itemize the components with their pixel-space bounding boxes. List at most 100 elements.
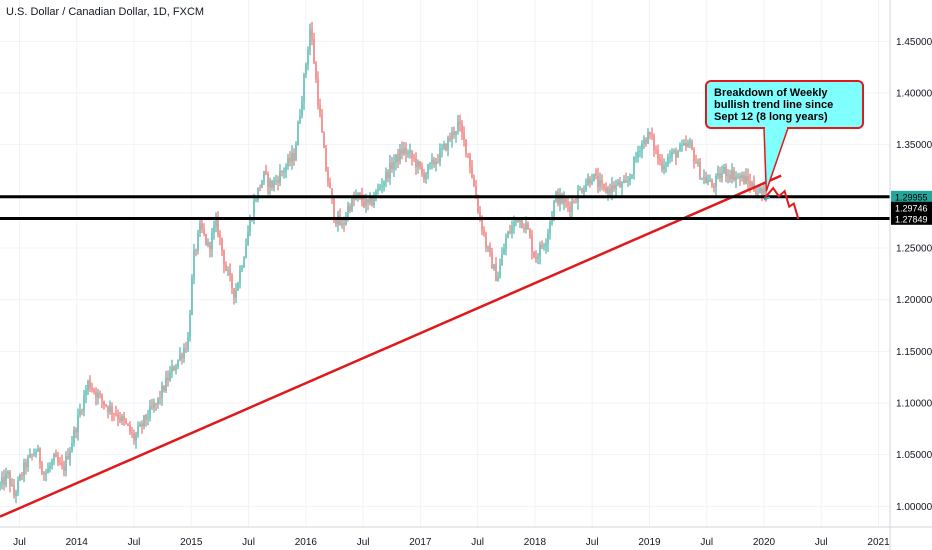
x-tick-label: Jul xyxy=(357,537,370,548)
candle-body xyxy=(733,170,735,181)
candle-body xyxy=(259,187,261,189)
y-tick-label: 1.15000 xyxy=(896,347,932,358)
candle-body xyxy=(83,395,85,411)
candle-body xyxy=(593,173,595,182)
candle-body xyxy=(311,29,313,39)
candle-body xyxy=(411,151,413,158)
candle-body xyxy=(265,171,267,174)
candle-body xyxy=(357,193,359,197)
candle-body xyxy=(71,443,73,451)
candle-body xyxy=(9,471,11,486)
candle-body xyxy=(27,457,29,468)
candle-body xyxy=(629,177,631,182)
candle-body xyxy=(3,476,5,485)
candle-body xyxy=(113,413,115,415)
candle-body xyxy=(293,153,295,161)
candle-body xyxy=(517,219,519,222)
candle-body xyxy=(243,257,245,268)
candle-body xyxy=(231,274,233,289)
candle-body xyxy=(535,257,537,259)
projection-path xyxy=(763,196,771,201)
candle-body xyxy=(485,234,487,248)
candle-body xyxy=(65,456,67,471)
candle-body xyxy=(13,485,15,496)
candle-body xyxy=(635,157,637,159)
candle-body xyxy=(647,131,649,144)
candle-body xyxy=(271,180,273,188)
candle-body xyxy=(37,448,39,452)
chart-title: U.S. Dollar / Canadian Dollar, 1D, FXCM xyxy=(6,6,204,18)
grid xyxy=(0,0,890,527)
candle-body xyxy=(661,161,663,170)
candle-body xyxy=(581,189,583,193)
candle-body xyxy=(539,244,541,257)
candle-body xyxy=(573,201,575,203)
x-tick-label: Jul xyxy=(586,537,599,548)
candle-body xyxy=(141,423,143,426)
candle-body xyxy=(545,243,547,247)
candle-body xyxy=(483,230,485,235)
candle-body xyxy=(723,167,725,173)
candle-body xyxy=(441,148,443,150)
candle-body xyxy=(331,188,333,199)
candle-body xyxy=(11,485,13,486)
candle-body xyxy=(57,457,59,463)
candle-body xyxy=(549,222,551,234)
projection-path xyxy=(763,186,800,220)
candle-body xyxy=(149,406,151,418)
candle-body xyxy=(189,314,191,338)
candle-body xyxy=(413,157,415,159)
candle-body xyxy=(257,187,259,201)
candle-body xyxy=(85,390,87,396)
candle-body xyxy=(525,223,527,230)
candle-body xyxy=(249,220,251,233)
candle-body xyxy=(561,194,563,204)
candle-body xyxy=(393,162,395,170)
candle-body xyxy=(677,151,679,158)
candle-body xyxy=(571,201,573,212)
candle-body xyxy=(333,198,335,221)
candle-body xyxy=(253,200,255,219)
candle-body xyxy=(587,178,589,185)
candle-body xyxy=(281,171,283,173)
candle-body xyxy=(151,406,153,408)
candle-body xyxy=(87,380,89,391)
candle-body xyxy=(445,143,447,151)
candle-body xyxy=(283,171,285,173)
y-tick-label: 1.40000 xyxy=(896,89,932,100)
candle-body xyxy=(693,149,695,162)
candle-body xyxy=(465,139,467,154)
price-tag-label: 1.29955 xyxy=(895,192,928,202)
candle-body xyxy=(719,173,721,179)
candle-body xyxy=(179,354,181,360)
candle-body xyxy=(245,245,247,258)
candle-body xyxy=(211,232,213,250)
candle-body xyxy=(247,232,249,246)
candle-body xyxy=(139,423,141,427)
candle-body xyxy=(121,416,123,421)
candle-body xyxy=(131,431,133,434)
candle-body xyxy=(365,199,367,206)
candle-body xyxy=(455,131,457,135)
x-tick-label: 2014 xyxy=(66,537,89,548)
candle-body xyxy=(567,202,569,207)
candle-body xyxy=(349,205,351,211)
candle-body xyxy=(669,156,671,159)
y-tick-label: 1.25000 xyxy=(896,244,932,255)
candle-body xyxy=(181,354,183,358)
candle-body xyxy=(299,115,301,123)
candle-body xyxy=(379,187,381,189)
price-tag-bg xyxy=(891,201,932,214)
price-tag-label: 1.27849 xyxy=(895,214,928,224)
candle-body xyxy=(175,366,177,371)
candle-body xyxy=(193,250,195,278)
candle-body xyxy=(99,393,101,395)
candle-body xyxy=(519,219,521,222)
candle-body xyxy=(29,454,31,458)
candle-body xyxy=(521,219,523,229)
x-tick-label: 2016 xyxy=(295,537,318,548)
candle-body xyxy=(701,178,703,180)
candle-body xyxy=(137,426,139,435)
candle-body xyxy=(687,143,689,147)
